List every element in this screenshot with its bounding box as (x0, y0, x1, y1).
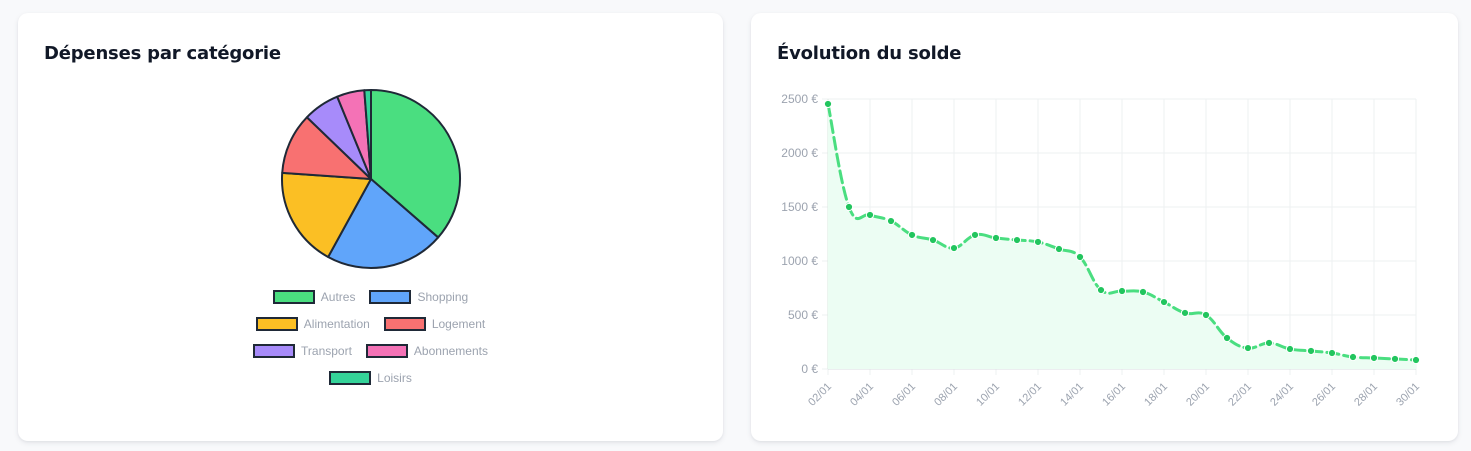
x-tick-label: 12/01 (1016, 381, 1044, 409)
y-tick-label: 0 € (801, 362, 818, 376)
legend-label: Abonnements (413, 343, 488, 358)
data-point[interactable] (1390, 354, 1400, 364)
y-tick-label: 1000 € (781, 254, 818, 268)
data-point[interactable] (1243, 343, 1253, 353)
legend-swatch-icon (329, 370, 372, 385)
data-point[interactable] (1033, 237, 1043, 247)
data-point[interactable] (1054, 244, 1064, 254)
data-point[interactable] (1201, 310, 1211, 320)
legend-label: Loisirs (377, 370, 412, 385)
legend-label: Logement (431, 316, 486, 331)
x-tick-label: 18/01 (1142, 381, 1170, 409)
y-tick-label: 1500 € (781, 200, 818, 214)
legend-item-alimentation[interactable]: Alimentation (255, 316, 370, 331)
data-point[interactable] (1411, 355, 1421, 365)
data-point[interactable] (1180, 308, 1190, 318)
x-tick-label: 08/01 (932, 381, 960, 409)
data-point[interactable] (865, 210, 875, 220)
data-point[interactable] (1222, 333, 1232, 343)
legend-item-logement[interactable]: Logement (383, 316, 486, 331)
data-point[interactable] (991, 233, 1001, 243)
x-tick-label: 30/01 (1394, 381, 1422, 409)
x-tick-label: 14/01 (1058, 381, 1086, 409)
data-point[interactable] (949, 243, 959, 253)
pie-slice-shopping[interactable] (327, 178, 440, 269)
legend-swatch-icon (383, 316, 426, 331)
data-point[interactable] (1138, 287, 1148, 297)
data-point[interactable] (907, 230, 917, 240)
legend-row: Alimentation Logement (18, 310, 723, 337)
card-title: Évolution du solde (777, 43, 962, 64)
x-tick-label: 06/01 (890, 381, 918, 409)
x-tick-label: 20/01 (1184, 381, 1212, 409)
data-point[interactable] (1096, 285, 1106, 295)
line-chart: 0 € 500 € 1000 € 1500 € 2000 € 2500 € 02/01 04/… (781, 92, 1422, 409)
data-point[interactable] (1348, 352, 1358, 362)
x-tick-label: 10/01 (974, 381, 1002, 409)
data-point[interactable] (1075, 252, 1085, 262)
data-point[interactable] (1306, 346, 1316, 356)
legend-swatch-icon (253, 343, 296, 358)
x-tick-label: 26/01 (1310, 381, 1338, 409)
legend-row: Loisirs (18, 364, 723, 391)
legend-swatch-icon (365, 343, 408, 358)
data-point[interactable] (1264, 338, 1274, 348)
data-point[interactable] (1012, 235, 1022, 245)
data-point[interactable] (1159, 297, 1169, 307)
x-tick-label: 04/01 (848, 381, 876, 409)
area-fill (828, 103, 1416, 369)
data-point[interactable] (1369, 353, 1379, 363)
legend-label: Autres (320, 289, 356, 304)
legend-swatch-icon (272, 289, 315, 304)
legend-label: Shopping (417, 289, 469, 304)
legend-item-transport[interactable]: Transport (253, 343, 352, 358)
legend-item-shopping[interactable]: Shopping (369, 289, 469, 304)
data-point[interactable] (1285, 344, 1295, 354)
x-tick-label: 16/01 (1100, 381, 1128, 409)
legend-item-autres[interactable]: Autres (272, 289, 356, 304)
legend-item-loisirs[interactable]: Loisirs (329, 370, 412, 385)
x-tick-label: 24/01 (1268, 381, 1296, 409)
balance-evolution-card: Évolution du solde 0 € 500 € 1000 € 1500 € 2… (751, 13, 1458, 441)
y-tick-label: 2500 € (781, 92, 818, 106)
pie-slice-alimentation[interactable] (281, 171, 372, 258)
card-title: Dépenses par catégorie (44, 43, 281, 64)
y-tick-label: 2000 € (781, 146, 818, 160)
expenses-by-category-card: Dépenses par catégorie Autres Shopping Ali… (18, 13, 723, 441)
data-point[interactable] (886, 216, 896, 226)
data-point[interactable] (928, 235, 938, 245)
pie-chart (281, 89, 461, 269)
data-point[interactable] (970, 230, 980, 240)
pie-legend: Autres Shopping Alimentation Logement Transp… (18, 283, 723, 391)
data-point[interactable] (1117, 286, 1127, 296)
legend-swatch-icon (255, 316, 298, 331)
x-tick-label: 22/01 (1226, 381, 1254, 409)
data-point[interactable] (823, 99, 833, 109)
legend-swatch-icon (369, 289, 412, 304)
legend-label: Alimentation (303, 316, 370, 331)
legend-row: Transport Abonnements (18, 337, 723, 364)
legend-row: Autres Shopping (18, 283, 723, 310)
legend-label: Transport (301, 343, 352, 358)
legend-item-abonnements[interactable]: Abonnements (365, 343, 488, 358)
pie-slice-loisirs[interactable] (363, 89, 372, 180)
data-point[interactable] (1327, 348, 1337, 358)
x-tick-label: 28/01 (1352, 381, 1380, 409)
pie-slice-autres[interactable] (370, 89, 461, 239)
y-tick-label: 500 € (788, 308, 818, 322)
data-point[interactable] (844, 202, 854, 212)
x-tick-label: 02/01 (806, 381, 834, 409)
